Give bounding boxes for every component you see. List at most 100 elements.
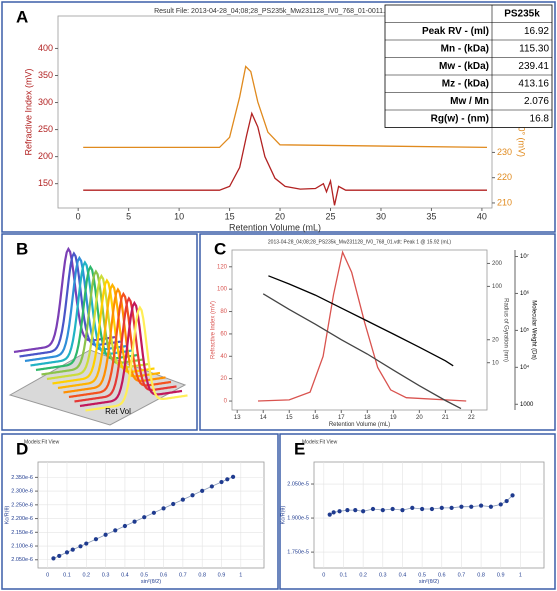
x-tick-label: 0.1	[63, 572, 71, 578]
data-point	[361, 509, 366, 514]
data-point	[420, 506, 425, 512]
data-point	[219, 479, 224, 485]
x-tick-label: 0.5	[418, 572, 426, 578]
y-tick-label: 400	[38, 43, 53, 53]
x-tick-label: 0.8	[198, 572, 206, 578]
x-tick-label: 25	[326, 212, 336, 222]
data-point	[51, 556, 56, 561]
x-tick-label: 15	[225, 212, 235, 222]
table-label: Mw / Mn	[450, 96, 489, 107]
x-tick-label: 0.4	[399, 572, 407, 578]
waterfall-trace	[13, 246, 117, 354]
table-value: 2.076	[524, 96, 549, 107]
x-tick-label: 0.2	[359, 572, 367, 578]
data-point	[353, 508, 358, 513]
data-point	[510, 493, 515, 498]
x-tick-label: 5	[126, 212, 131, 222]
y-axis-label: Radius of Gyration (nm)	[503, 298, 509, 362]
table-value: 16.92	[524, 26, 549, 37]
y-tick-label: 60	[220, 331, 227, 337]
y-tick-label: 10⁷	[520, 253, 529, 260]
data-point	[122, 523, 128, 529]
panel-frame	[279, 433, 556, 590]
x-tick-label: 30	[376, 212, 386, 222]
data-point	[449, 505, 454, 510]
data-point	[93, 537, 99, 542]
x-tick-label: 0.4	[121, 572, 129, 578]
waterfall-trace	[74, 296, 177, 403]
waterfall-trace	[41, 269, 144, 376]
table-frame	[384, 4, 553, 128]
data-point	[478, 503, 484, 508]
x-tick-label: 16	[312, 415, 319, 421]
fit-line	[329, 495, 513, 516]
panel-frame	[199, 233, 556, 431]
x-tick-label: 35	[426, 212, 436, 222]
x-tick-label: 14	[260, 415, 267, 421]
waterfall-trace	[68, 291, 172, 399]
table-header: PS235k	[504, 8, 540, 19]
y-tick-label: 2.100e-6	[11, 543, 33, 549]
data-point	[439, 505, 444, 510]
y-tick-label: 20	[220, 376, 227, 382]
y-tick-label: 2.200e-6	[11, 516, 33, 522]
data-point	[380, 508, 385, 513]
y-tick-label: 120	[217, 264, 228, 270]
waterfall-trace	[57, 282, 161, 390]
panel-label: D	[16, 439, 28, 458]
panel-label: A	[16, 7, 28, 26]
x-tick-label: 0.2	[82, 572, 90, 578]
y-tick-label: 0	[224, 399, 228, 405]
y-axis-label: Kc/R(θ)	[5, 506, 11, 525]
data-point	[400, 508, 405, 513]
waterfall-trace	[63, 287, 166, 394]
y-tick-label: 2.350e-6	[11, 475, 33, 481]
table-value: 413.16	[518, 78, 549, 89]
x-tick-label: 15	[286, 415, 293, 421]
x-tick-label: 13	[234, 415, 241, 421]
x-tick-label: 0	[46, 572, 49, 578]
x-tick-label: 0.6	[438, 572, 446, 578]
x-tick-label: 1	[239, 572, 242, 578]
data-point	[410, 505, 415, 510]
x-tick-label: 19	[390, 415, 397, 421]
table-label: Mw - (kDa)	[439, 61, 489, 72]
y-axis-label: Kc/R(θ)	[281, 506, 287, 525]
fit-line	[53, 476, 234, 559]
x-tick-label: 1	[519, 572, 522, 578]
x-axis-label: Retention Volume (mL)	[229, 222, 321, 232]
data-point	[209, 484, 214, 489]
y-tick-label: 100	[217, 287, 228, 293]
y-tick-label: 2.250e-6	[11, 502, 33, 508]
waterfall-trace	[46, 273, 150, 381]
series-line	[262, 293, 462, 410]
data-point	[180, 497, 185, 502]
x-tick-label: 20	[275, 212, 285, 222]
x-tick-label: 22	[468, 415, 475, 421]
table-label: Mz - (kDa)	[442, 78, 489, 89]
x-tick-label: 0.7	[179, 572, 187, 578]
series-line	[257, 250, 467, 402]
y-axis-label: Refractive Index (mV)	[210, 301, 216, 359]
plot-frame	[37, 461, 265, 569]
data-point	[103, 532, 108, 537]
x-tick-label: 0.3	[102, 572, 110, 578]
y-tick-label: 2.150e-6	[11, 530, 33, 536]
y-tick-label: 10⁴	[520, 364, 530, 371]
panel-label: C	[214, 239, 226, 258]
table-value: 239.41	[518, 61, 549, 72]
y-tick-label: 10	[492, 360, 499, 366]
data-point	[225, 477, 230, 482]
data-point	[469, 504, 474, 509]
y-tick-label: 20	[492, 337, 499, 343]
data-point	[132, 519, 137, 524]
y-tick-label: 350	[38, 70, 53, 80]
y-tick-label: 230	[497, 147, 512, 157]
data-point	[370, 506, 376, 512]
y-tick-label: 80	[220, 309, 227, 315]
x-tick-label: 18	[364, 415, 371, 421]
x-axis-label: sin²(θ/2)	[141, 579, 161, 585]
x-tick-label: 40	[477, 212, 487, 222]
x-tick-label: 0.5	[140, 572, 148, 578]
x-tick-label: 0.7	[458, 572, 466, 578]
